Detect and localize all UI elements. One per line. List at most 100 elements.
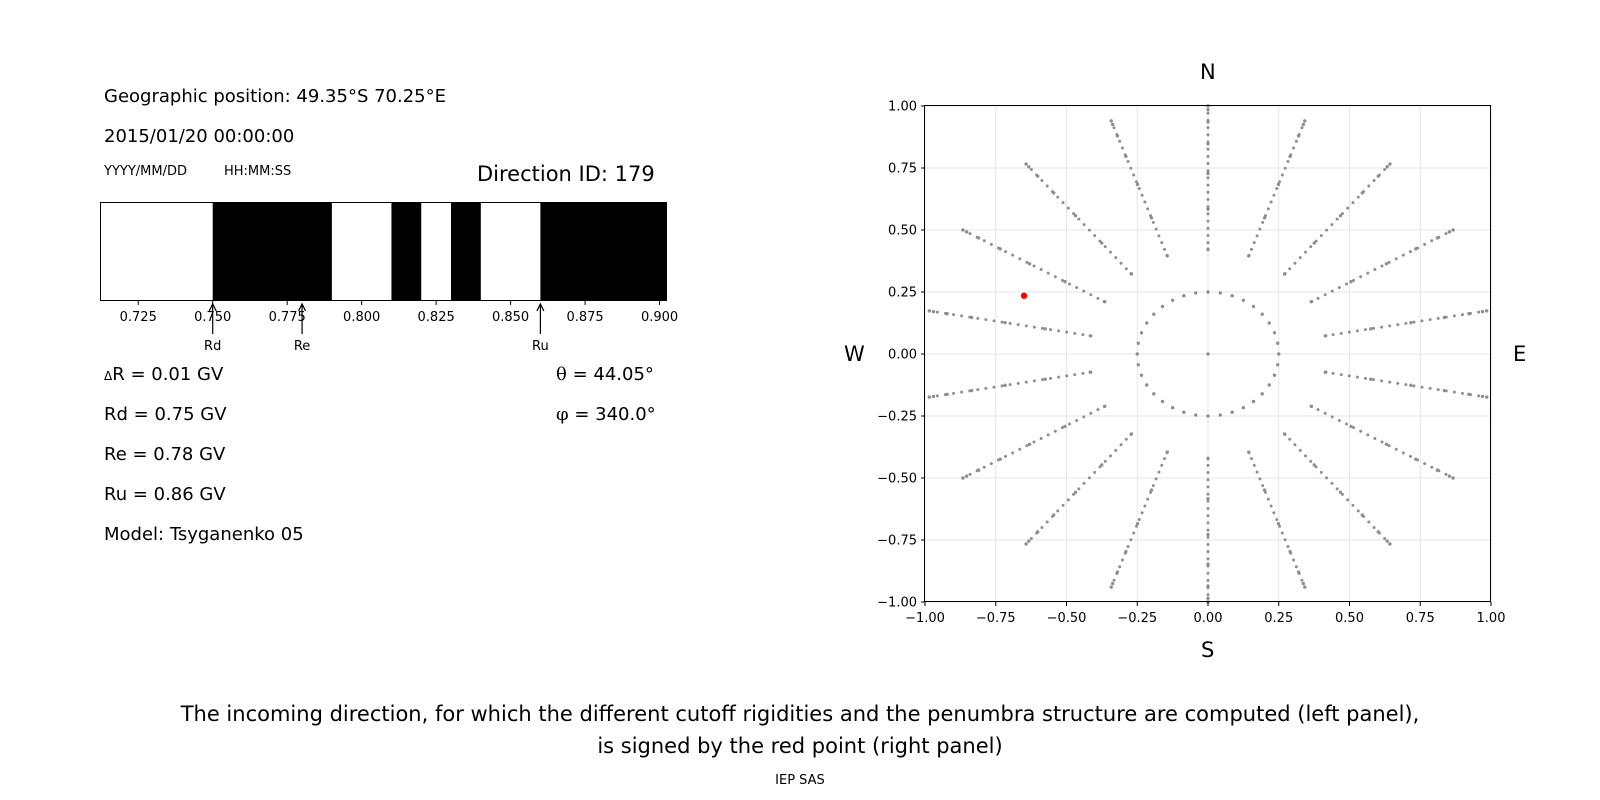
direction-point xyxy=(1004,454,1008,458)
direction-point xyxy=(1143,200,1147,204)
direction-point xyxy=(1330,223,1334,227)
direction-point xyxy=(1282,272,1286,276)
direction-point xyxy=(1369,377,1373,381)
direction-point xyxy=(1362,514,1366,518)
direction-point xyxy=(1011,451,1015,455)
direction-point xyxy=(1206,532,1210,537)
direction-point xyxy=(1289,153,1293,157)
direction-point xyxy=(1319,470,1323,474)
direction-point xyxy=(1469,393,1473,397)
direction-point xyxy=(1082,289,1086,293)
direction-point xyxy=(1206,162,1210,166)
x-tick-label: 0.50 xyxy=(1335,611,1364,626)
direction-point xyxy=(1298,256,1302,260)
direction-point xyxy=(1469,311,1473,315)
y-tick-label: 0.25 xyxy=(888,286,917,301)
direction-point xyxy=(1093,470,1097,474)
direction-point xyxy=(1134,180,1138,184)
direction-point xyxy=(1087,228,1091,232)
re-value: Re = 0.78 GV xyxy=(104,444,226,465)
direction-point xyxy=(952,391,956,395)
direction-point xyxy=(1072,212,1076,216)
direction-point xyxy=(1160,463,1164,467)
direction-point xyxy=(1294,565,1298,569)
direction-point xyxy=(1103,245,1107,249)
theta-value: θ = 44.05° xyxy=(556,364,654,385)
direction-point xyxy=(1206,190,1210,194)
direction-point xyxy=(1251,304,1256,309)
direction-point xyxy=(1385,165,1389,169)
direction-point xyxy=(1367,520,1371,524)
direction-point xyxy=(975,235,979,239)
direction-point xyxy=(1276,521,1281,526)
direction-point xyxy=(1272,331,1277,335)
direction-point xyxy=(1444,232,1448,236)
direction-point xyxy=(1280,531,1284,535)
direction-point xyxy=(1278,180,1282,184)
direction-point xyxy=(1206,248,1210,252)
direction-point xyxy=(1349,424,1353,429)
direction-point xyxy=(982,239,986,243)
direction-point xyxy=(1068,422,1072,426)
direction-point xyxy=(1081,371,1085,375)
direction-point xyxy=(1404,383,1408,387)
direction-point xyxy=(1408,454,1412,458)
direction-point xyxy=(1132,173,1136,177)
direction-point xyxy=(1137,187,1141,191)
direction-point xyxy=(1380,440,1384,444)
direction-point xyxy=(1288,267,1292,271)
phi-value: φ = 340.0° xyxy=(556,404,656,425)
direction-point xyxy=(1340,212,1344,216)
direction-point xyxy=(1149,490,1153,494)
direction-point xyxy=(1444,389,1448,393)
direction-point xyxy=(1275,341,1280,345)
y-tick-label: 0.75 xyxy=(888,162,917,177)
direction-point xyxy=(1436,316,1440,320)
direction-point xyxy=(1163,247,1167,251)
direction-point xyxy=(1143,504,1147,508)
marker-label: Rd xyxy=(204,339,221,354)
direction-point xyxy=(1323,370,1327,374)
direction-point xyxy=(1119,443,1123,447)
direction-point xyxy=(1339,331,1343,335)
y-tick-label: −0.25 xyxy=(877,410,917,425)
direction-point xyxy=(1451,228,1455,232)
direction-point xyxy=(1024,162,1028,166)
direction-point xyxy=(984,386,988,390)
direction-point xyxy=(1016,381,1020,385)
direction-point xyxy=(1206,169,1210,173)
direction-point xyxy=(1024,380,1028,384)
direction-point xyxy=(1126,544,1130,548)
direction-point xyxy=(1309,459,1313,463)
direction-point xyxy=(1050,190,1054,194)
caption-line-2: is signed by the red point (right panel) xyxy=(597,734,1003,758)
caption-line-1: The incoming direction, for which the di… xyxy=(180,702,1420,726)
direction-point xyxy=(1053,275,1057,279)
direction-point xyxy=(1272,511,1276,515)
direction-point xyxy=(1152,392,1156,396)
direction-point xyxy=(1182,410,1186,414)
direction-point xyxy=(1297,132,1301,136)
direction-point xyxy=(1206,557,1210,561)
direction-point xyxy=(1065,330,1069,334)
direction-point xyxy=(1049,328,1053,332)
direction-point xyxy=(1260,392,1264,396)
direction-point xyxy=(960,390,964,394)
direction-point xyxy=(1057,375,1061,379)
date-format-label: YYYY/MM/DD xyxy=(104,164,187,179)
direction-point xyxy=(1000,320,1004,324)
direction-point xyxy=(1066,498,1070,502)
direction-point xyxy=(976,388,980,392)
direction-point xyxy=(1388,324,1392,328)
direction-point xyxy=(1363,328,1367,332)
direction-point xyxy=(1206,492,1210,496)
direction-point xyxy=(1206,578,1210,582)
direction-point xyxy=(1109,585,1113,589)
direction-point xyxy=(1025,444,1029,448)
direction-point xyxy=(1323,293,1327,297)
direction-point xyxy=(1423,242,1427,246)
direction-point xyxy=(1416,458,1420,462)
direction-point xyxy=(1032,379,1036,383)
direction-point xyxy=(1126,160,1130,164)
direction-point xyxy=(1372,179,1376,183)
